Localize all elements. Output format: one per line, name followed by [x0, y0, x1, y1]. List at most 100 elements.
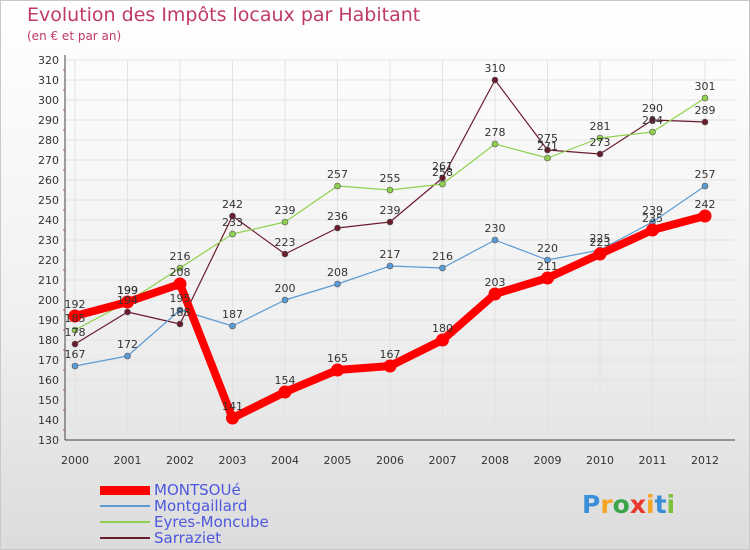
data-point-eyres-moncube: [596, 134, 604, 142]
data-point-eyres-moncube: [439, 180, 446, 188]
data-point-montgaillard: [334, 280, 341, 288]
data-label-montsou-: 180: [432, 322, 453, 335]
y-tick-label: 270: [38, 154, 59, 167]
y-tick-label: 220: [38, 254, 59, 267]
data-point-montgaillard: [124, 352, 131, 360]
data-point-montsou-: [436, 333, 449, 347]
data-label-eyres-moncube: 271: [537, 140, 558, 153]
data-point-eyres-moncube: [281, 218, 289, 226]
y-tick-label: 280: [38, 134, 59, 147]
data-label-eyres-moncube: 284: [642, 114, 663, 127]
data-label-eyres-moncube: 301: [695, 80, 716, 93]
data-label-montsou-: 199: [117, 284, 138, 297]
data-point-montgaillard: [386, 262, 394, 270]
data-point-montsou-: [173, 277, 187, 291]
y-tick-label: 250: [38, 194, 59, 207]
data-label-montsou-: 141: [222, 400, 243, 413]
data-point-eyres-moncube: [701, 94, 709, 102]
x-tick-label: 2012: [691, 454, 719, 467]
data-point-eyres-moncube: [491, 140, 499, 148]
legend-swatch-montsoue: [100, 485, 150, 495]
data-point-sarraziet: [544, 146, 551, 154]
data-label-montgaillard: 195: [170, 292, 191, 305]
data-label-montsou-: 203: [485, 276, 506, 289]
data-point-montsou-: [383, 359, 397, 373]
y-tick-label: 300: [38, 94, 59, 107]
data-point-sarraziet: [229, 212, 236, 220]
data-point-eyres-moncube: [229, 230, 236, 238]
y-tick-label: 180: [38, 334, 59, 347]
legend-label-montgaillard: Montgaillard: [154, 497, 248, 515]
data-label-sarraziet: 275: [537, 132, 558, 145]
data-point-montgaillard: [701, 182, 709, 190]
chart-title: Evolution des Impôts locaux par Habitant: [27, 4, 421, 26]
y-tick-label: 210: [38, 274, 59, 287]
data-label-sarraziet: 188: [170, 306, 191, 319]
data-point-sarraziet: [649, 116, 656, 124]
data-label-eyres-moncube: 233: [222, 216, 243, 229]
data-label-sarraziet: 273: [590, 136, 611, 149]
data-point-montsou-: [121, 295, 134, 309]
data-label-montsou-: 242: [695, 198, 716, 211]
y-tick-label: 170: [38, 354, 59, 367]
data-label-montgaillard: 172: [117, 338, 138, 351]
data-point-montgaillard: [491, 236, 499, 244]
data-label-montgaillard: 187: [222, 308, 243, 321]
data-label-montsou-: 208: [170, 266, 191, 279]
data-point-montgaillard: [439, 264, 446, 272]
x-tick-label: 2006: [376, 454, 404, 467]
x-tick-label: 2004: [271, 454, 299, 467]
x-tick-label: 2010: [586, 454, 614, 467]
data-point-montsou-: [541, 271, 554, 285]
x-tick-label: 2007: [429, 454, 457, 467]
data-label-eyres-moncube: 278: [485, 126, 506, 139]
y-tick-label: 200: [38, 294, 59, 307]
data-label-sarraziet: 194: [117, 294, 138, 307]
data-label-eyres-moncube: 185: [65, 312, 86, 325]
data-label-eyres-moncube: 281: [590, 120, 611, 133]
data-point-sarraziet: [124, 308, 131, 316]
data-label-montgaillard: 200: [275, 282, 296, 295]
proxiti-logo: Proxiti: [582, 490, 675, 519]
data-label-sarraziet: 178: [65, 326, 86, 339]
x-tick-label: 2011: [639, 454, 667, 467]
logo-letter: r: [600, 490, 613, 519]
legend-label-eyres-moncube: Eyres-Moncube: [154, 513, 269, 531]
data-point-eyres-moncube: [334, 182, 341, 190]
data-point-montsou-: [278, 385, 292, 399]
logo-letter: t: [654, 490, 667, 519]
data-label-sarraziet: 242: [222, 198, 243, 211]
data-label-montsou-: 235: [642, 212, 663, 225]
data-point-montsou-: [646, 223, 659, 237]
data-point-sarraziet: [176, 320, 184, 328]
data-point-sarraziet: [596, 150, 604, 158]
data-point-sarraziet: [281, 250, 289, 258]
data-label-sarraziet: 239: [380, 204, 401, 217]
data-point-eyres-moncube: [544, 154, 551, 162]
x-tick-label: 2008: [481, 454, 509, 467]
y-tick-label: 150: [38, 394, 59, 407]
data-label-montgaillard: 217: [380, 248, 401, 261]
y-tick-label: 140: [38, 414, 59, 427]
data-point-eyres-moncube: [71, 326, 79, 334]
data-label-montgaillard: 230: [485, 222, 506, 235]
data-label-montgaillard: 216: [432, 250, 453, 263]
legend-label-sarraziet: Sarraziet: [154, 529, 222, 547]
data-label-montsou-: 154: [275, 374, 296, 387]
data-label-montsou-: 167: [380, 348, 401, 361]
x-tick-label: 2009: [534, 454, 562, 467]
y-tick-label: 240: [38, 214, 59, 227]
y-tick-label: 260: [38, 174, 59, 187]
data-point-eyres-moncube: [176, 264, 184, 272]
data-label-montsou-: 165: [327, 352, 348, 365]
data-point-montgaillard: [229, 322, 236, 330]
data-label-montgaillard: 220: [537, 242, 558, 255]
data-label-montsou-: 223: [590, 236, 611, 249]
y-tick-label: 310: [38, 74, 59, 87]
data-label-sarraziet: 236: [327, 210, 348, 223]
data-point-montgaillard: [71, 362, 79, 370]
data-label-eyres-moncube: 255: [380, 172, 401, 185]
x-tick-label: 2003: [219, 454, 247, 467]
data-label-montgaillard: 208: [327, 266, 348, 279]
